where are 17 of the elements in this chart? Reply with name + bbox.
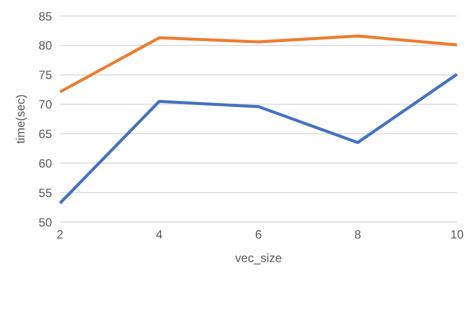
x-tick-label: 10 (450, 228, 464, 242)
x-tick-label: 8 (354, 228, 362, 242)
y-tick-label: 60 (38, 156, 52, 170)
y-tick-label: 55 (38, 186, 52, 200)
y-tick-label: 70 (38, 98, 52, 112)
x-axis-title: vec_size (235, 251, 282, 265)
x-tick-label: 6 (255, 228, 262, 242)
y-tick-label: 75 (38, 68, 52, 82)
y-tick-label: 50 (38, 215, 52, 230)
x-tick-label: 2 (56, 228, 64, 242)
y-tick-label: 85 (38, 9, 52, 24)
y-tick-label: 80 (38, 38, 52, 53)
line-series (58, 72, 458, 205)
y-axis-title: time(sec) (13, 94, 28, 144)
x-tick-label: 4 (156, 228, 163, 242)
y-tick-label: 65 (38, 126, 52, 141)
line-series (58, 34, 458, 94)
